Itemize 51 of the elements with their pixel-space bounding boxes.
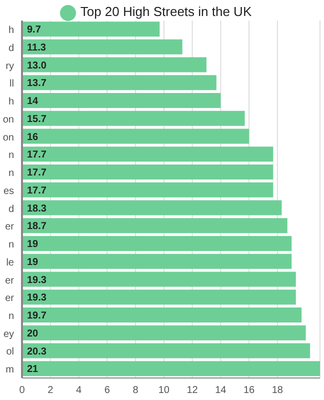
text: 19 [27,239,38,250]
y-tick-label: ll [10,78,14,90]
y-tick-label: on [2,114,14,126]
y-tick-label: er [5,222,15,233]
y-tick-label: d [8,42,14,54]
y-tick-label: es [3,186,14,197]
text: 15.7 [27,114,46,125]
legend-label: Top 20 High Streets in the UK [80,4,252,19]
y-tick-label: h [8,96,14,108]
y-tick-label: er [5,293,15,304]
text: 16 [27,132,38,143]
x-tick-label: 0 [19,385,26,396]
x-tick-label: 18 [272,385,284,396]
x-tick-label: 14 [215,385,227,396]
x-tick-label: 16 [243,385,256,396]
text: 13.7 [27,78,46,90]
text: 19.3 [27,292,46,304]
y-tick-label: n [8,240,14,251]
text: 14 [27,96,38,108]
text: 13.0 [27,60,46,72]
y-tick-label: ey [3,328,14,340]
text: 18.3 [27,203,46,214]
text: 20 [27,328,38,340]
y-tick-label: d [8,204,14,215]
x-tick-label: 8 [132,385,139,396]
text: 19.7 [27,310,46,322]
text: 17.7 [27,150,46,161]
y-tick-label: le [6,257,14,268]
text: 19.3 [27,274,46,286]
y-tick-label: n [8,168,14,180]
text: 9.7 [27,24,41,36]
x-tick-label: 2 [48,385,54,396]
y-tick-label: m [6,364,14,376]
y-tick-label: n [8,311,14,322]
text: 21 [27,364,38,376]
y-tick-label: h [8,25,14,36]
y-tick-label: on [2,132,14,144]
x-tick-label: 10 [158,385,170,396]
y-tick-label: n [8,150,14,162]
x-tick-label: 12 [186,385,198,396]
y-tick-label: ol [6,346,14,358]
text: 20.3 [27,346,46,358]
text: 17.7 [27,168,46,179]
x-tick-label: 6 [104,385,110,396]
text: 19 [27,256,38,268]
text: 17.7 [27,185,46,196]
y-tick-label: er [5,275,15,286]
text: 11.3 [27,42,46,54]
y-tick-label: ry [6,60,14,72]
x-tick-label: 4 [76,385,82,396]
text: 18.7 [27,221,46,232]
